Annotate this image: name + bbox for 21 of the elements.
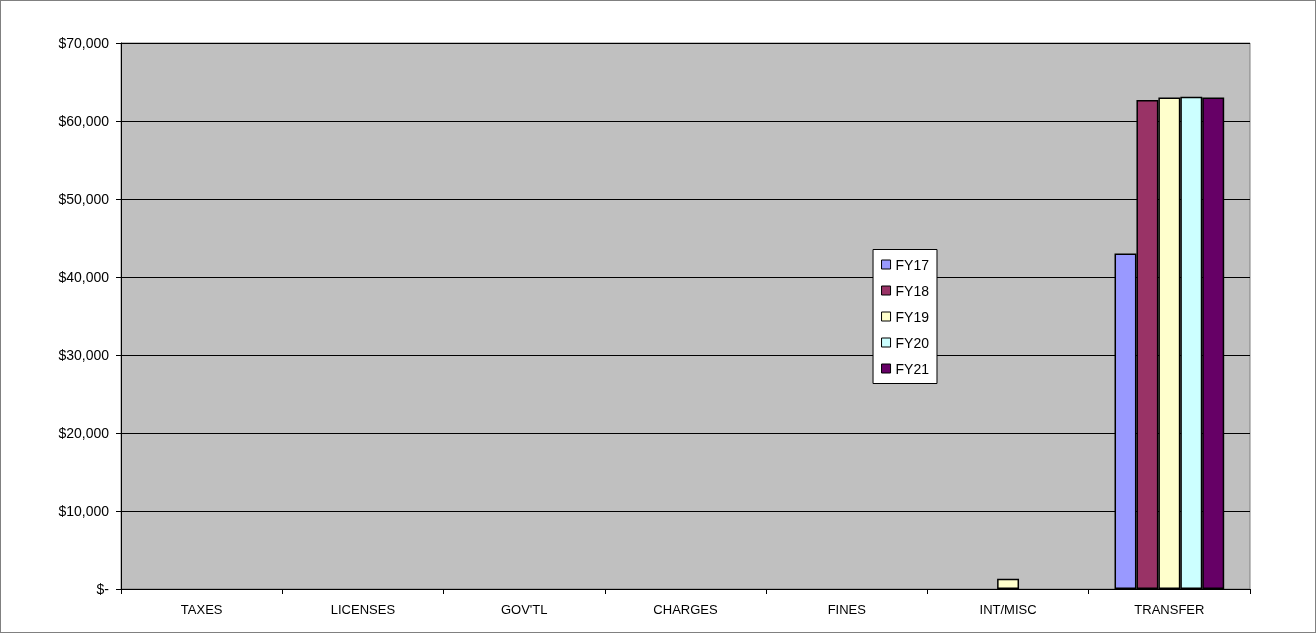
y-tick-label: $10,000 — [58, 503, 110, 519]
x-tick-label: LICENSES — [330, 602, 396, 617]
y-tick-label: $- — [96, 581, 110, 597]
x-tick-label: CHARGES — [653, 602, 718, 617]
legend-label: FY17 — [895, 256, 930, 273]
y-tick-label: $30,000 — [58, 347, 110, 363]
y-tick-label: $20,000 — [58, 425, 110, 441]
legend-label: FY20 — [895, 334, 930, 351]
y-tick-label: $70,000 — [58, 35, 110, 51]
x-tick-label: TRANSFER — [1134, 602, 1205, 617]
y-tick-label: $60,000 — [58, 113, 110, 129]
legend-label: FY18 — [895, 282, 930, 299]
x-tick-label: FINES — [827, 602, 867, 617]
legend-label: FY19 — [895, 308, 930, 325]
y-tick-label: $40,000 — [58, 269, 110, 285]
x-tick-label: TAXES — [180, 602, 223, 617]
x-tick-label: INT/MISC — [979, 602, 1037, 617]
x-tick-label: GOV'TL — [500, 602, 548, 617]
legend-label: FY21 — [895, 360, 930, 377]
bar — [997, 578, 1020, 589]
y-tick-label: $50,000 — [58, 191, 110, 207]
